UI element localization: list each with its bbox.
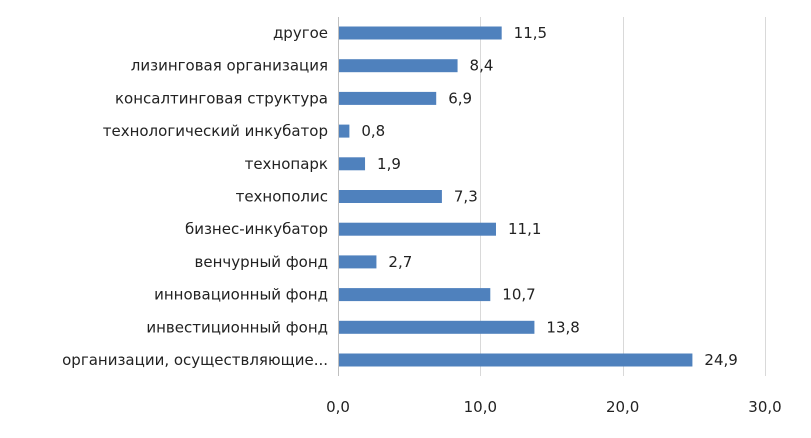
data-label: 13,8	[546, 318, 579, 336]
data-label: 11,1	[508, 220, 541, 238]
data-label: 0,8	[361, 122, 385, 140]
category-label: инновационный фонд	[154, 286, 328, 304]
x-tick-label: 20,0	[606, 398, 639, 416]
category-label: венчурный фонд	[195, 253, 328, 271]
bar	[339, 26, 502, 40]
category-label: организации, осуществляющие...	[62, 351, 328, 369]
category-label: технопарк	[245, 155, 328, 173]
data-label: 6,9	[448, 89, 472, 107]
category-label: консалтинговая структура	[115, 89, 328, 107]
x-tick-label: 30,0	[748, 398, 781, 416]
bar	[339, 157, 366, 171]
category-label: лизинговая организация	[131, 57, 328, 75]
gridlines	[338, 17, 766, 376]
bar	[339, 255, 377, 269]
x-tick-label: 10,0	[464, 398, 497, 416]
data-label: 10,7	[502, 286, 535, 304]
bar	[339, 353, 693, 367]
data-label: 8,4	[470, 57, 494, 75]
x-tick-label: 0,0	[326, 398, 350, 416]
category-label: бизнес-инкубатор	[185, 220, 328, 238]
category-label: инвестиционный фонд	[146, 318, 328, 336]
x-tick-labels: 0,0 10,0 20,0 30,0	[326, 398, 782, 416]
bar	[339, 320, 535, 334]
data-label: 11,5	[514, 24, 547, 42]
bar	[339, 222, 496, 236]
data-label: 7,3	[454, 188, 478, 206]
bars	[339, 26, 693, 367]
bar	[339, 124, 350, 138]
bar	[339, 59, 458, 73]
category-label: другое	[273, 24, 328, 42]
bar	[339, 288, 491, 302]
category-label: технологический инкубатор	[103, 122, 328, 140]
value-labels: 11,5 8,4 6,9 0,8 1,9 7,3 11,1 2,7 10,7 13,8 24,9	[361, 24, 737, 369]
data-label: 2,7	[388, 253, 412, 271]
category-labels: другое лизинговая организация консалтингов…	[62, 24, 328, 369]
category-label: технополис	[236, 188, 328, 206]
data-label: 1,9	[377, 155, 401, 173]
bar	[339, 190, 442, 203]
data-label: 24,9	[704, 351, 737, 369]
bar	[339, 91, 437, 105]
